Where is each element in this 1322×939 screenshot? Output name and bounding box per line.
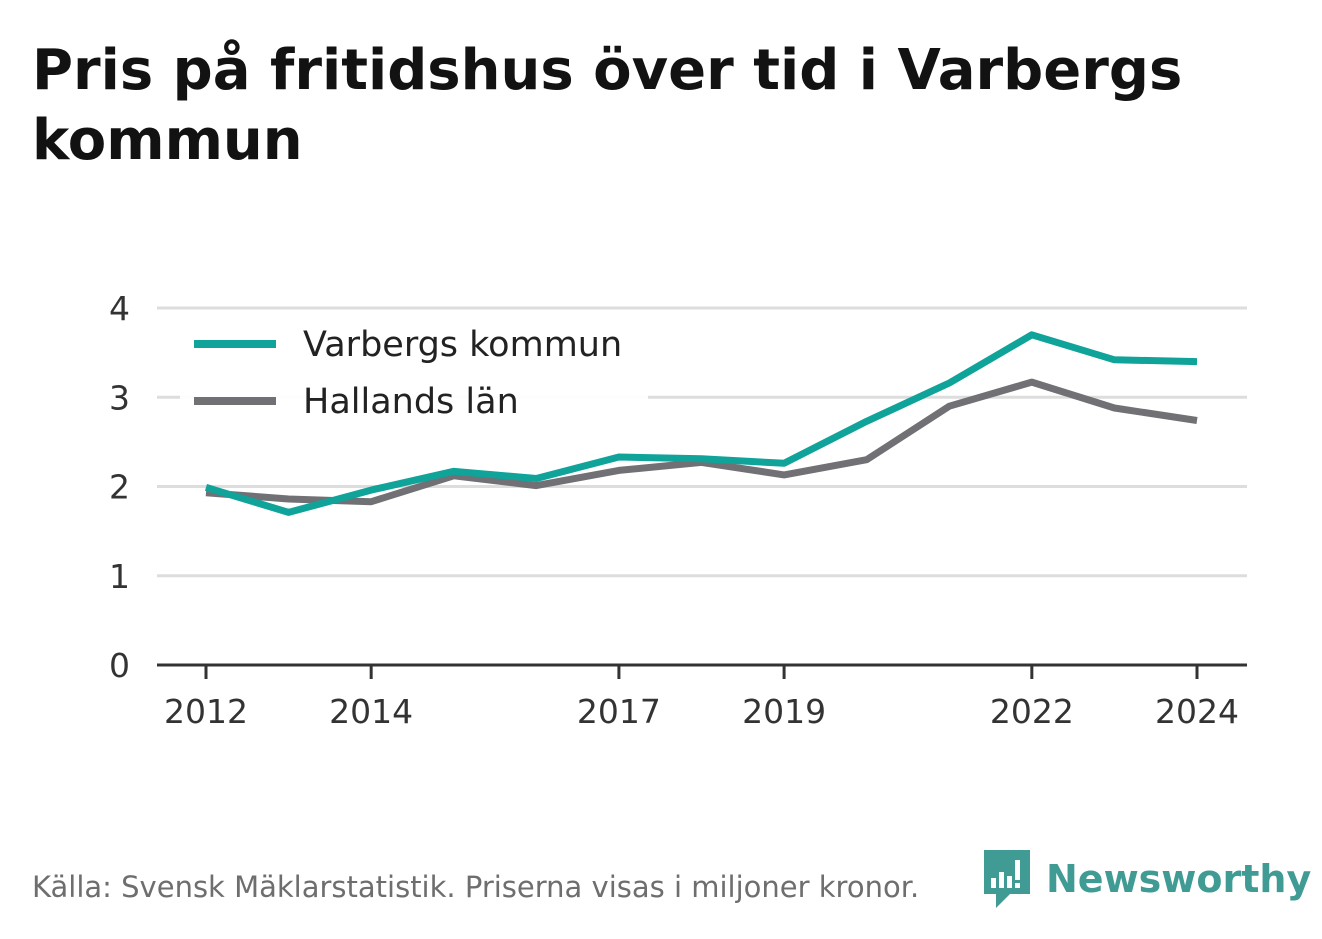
legend: Varbergs kommun Hallands län <box>180 318 648 426</box>
legend-background <box>180 318 648 426</box>
brand-name: Newsworthy <box>1046 857 1312 901</box>
y-tick-label: 4 <box>109 289 130 328</box>
series-lines <box>204 331 1198 516</box>
chart-title: Pris på fritidshus över tid i Varbergs k… <box>32 38 1183 173</box>
gridlines <box>157 306 1247 667</box>
y-tick-label: 2 <box>109 468 130 507</box>
x-tick-label: 2014 <box>329 692 413 731</box>
series-line <box>205 378 1198 506</box>
legend-label: Varbergs kommun <box>303 325 622 365</box>
y-axis-ticks: 0 1 2 3 4 <box>109 289 130 685</box>
x-tick-label: 2017 <box>577 692 661 731</box>
x-tick-label: 2022 <box>990 692 1074 731</box>
line-chart: 0 1 2 3 4 2012 2014 2017 2019 2022 2024 Varbergs … <box>109 289 1247 731</box>
source-note: Källa: Svensk Mäklarstatistik. Priserna … <box>32 870 920 904</box>
x-tick-label: 2019 <box>742 692 826 731</box>
x-tick-label: 2012 <box>164 692 248 731</box>
series-line <box>204 331 1198 516</box>
y-tick-label: 1 <box>109 557 130 596</box>
y-tick-label: 0 <box>109 646 130 685</box>
legend-label: Hallands län <box>303 382 519 422</box>
x-tick-label: 2024 <box>1155 692 1239 731</box>
x-axis-ticks: 2012 2014 2017 2019 2022 2024 <box>164 665 1239 731</box>
brand[interactable]: Newsworthy <box>982 848 1311 910</box>
newsworthy-logo-icon <box>984 850 1030 908</box>
y-tick-label: 3 <box>109 378 130 417</box>
